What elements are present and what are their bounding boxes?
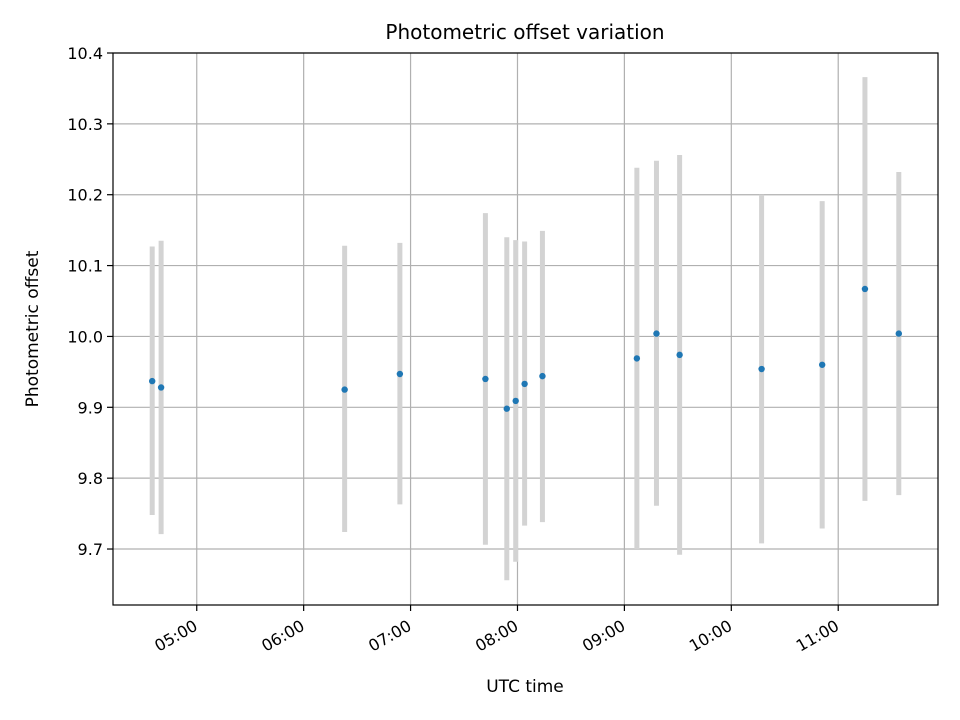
data-point [157,384,165,391]
y-tick-label: 9.8 [78,469,103,488]
y-tick-label: 10.0 [67,327,103,346]
data-points [149,285,902,412]
y-tick-label: 9.9 [78,398,103,417]
y-tick-label: 10.2 [67,186,103,205]
data-point [818,361,826,368]
x-tick-label: 07:00 [365,616,414,656]
y-axis-label: Photometric offset [23,250,43,407]
data-point [653,330,660,337]
x-tick-label: 10:00 [686,616,735,656]
data-point [396,370,404,378]
x-axis: 05:00 06:00 07:00 08:00 09:00 10:00 11:00 [151,605,842,656]
y-axis: 9.7 9.8 9.9 10.0 10.1 10.2 10.3 10.4 [67,44,113,559]
data-point [482,375,489,383]
x-tick-label: 08:00 [472,616,521,656]
chart-title: Photometric offset variation [385,20,664,44]
data-point [633,355,641,362]
data-point [341,386,348,393]
x-axis-label: UTC time [486,677,564,697]
data-point [758,365,765,373]
data-point [503,405,510,412]
x-tick-label: 05:00 [151,616,200,656]
y-tick-label: 10.3 [67,115,103,134]
data-point [521,380,528,388]
data-point [149,377,156,385]
data-point [539,372,546,380]
y-tick-label: 10.1 [67,257,103,276]
x-tick-label: 06:00 [258,616,307,656]
plot-frame [112,52,939,606]
x-tick-label: 09:00 [579,616,628,656]
y-tick-label: 10.4 [67,44,103,63]
data-point [895,330,902,337]
data-point [676,351,683,359]
x-tick-label: 11:00 [793,616,842,656]
data-point [861,285,869,293]
y-tick-label: 9.7 [78,540,103,559]
grid [113,52,938,605]
error-bars [149,77,902,581]
data-point [512,397,519,405]
